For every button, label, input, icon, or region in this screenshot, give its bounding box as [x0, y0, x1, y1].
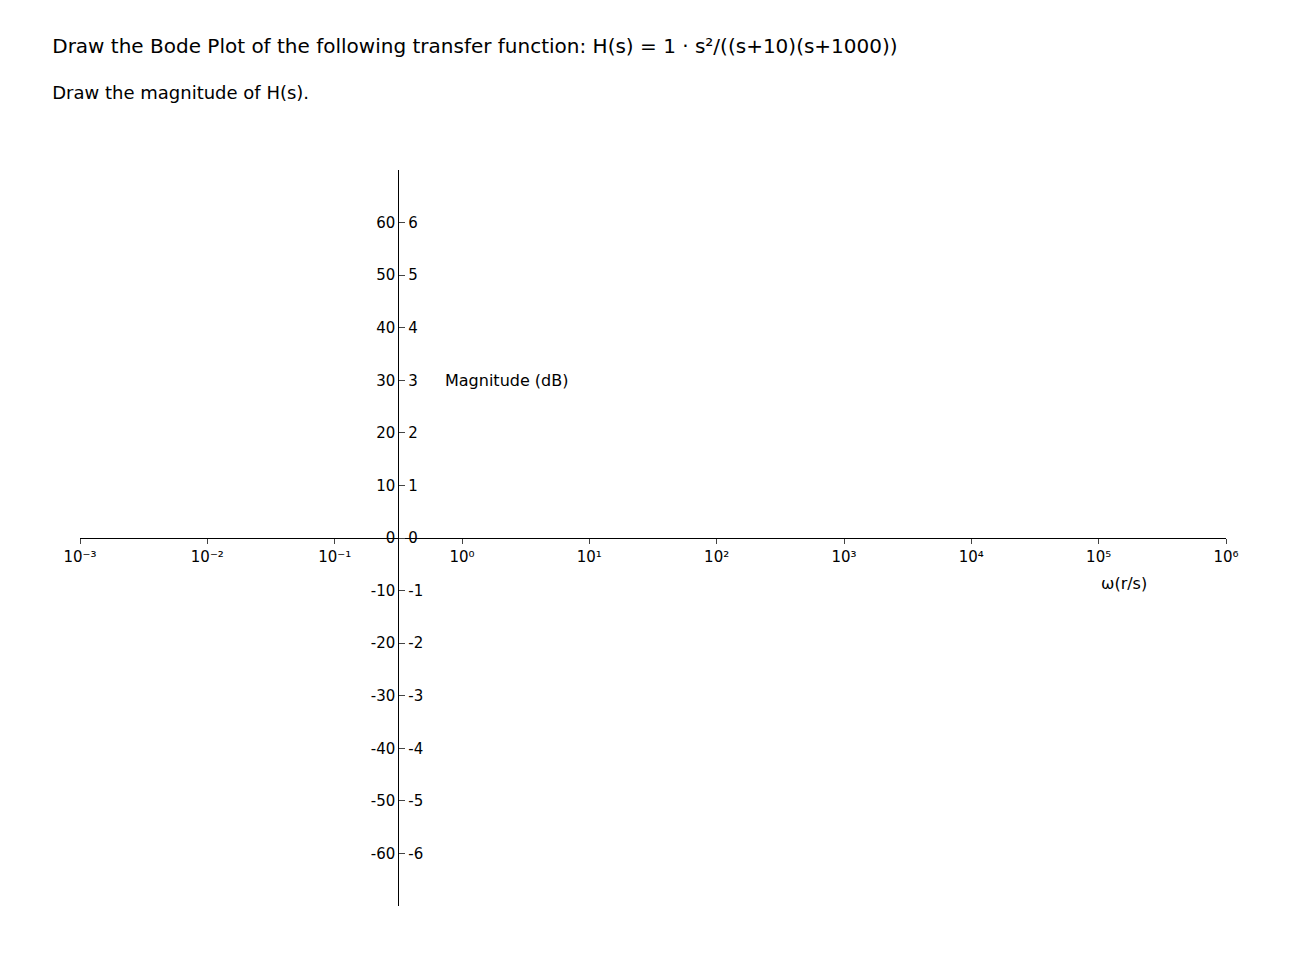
svg-text:-30: -30 [371, 687, 396, 705]
svg-text:4: 4 [408, 319, 418, 337]
svg-text:-40: -40 [371, 740, 396, 758]
svg-text:-10: -10 [371, 582, 396, 600]
svg-text:6: 6 [408, 214, 418, 232]
svg-text:30: 30 [376, 372, 395, 390]
svg-text:10⁻³: 10⁻³ [63, 548, 96, 566]
svg-text:10⁴: 10⁴ [959, 548, 984, 566]
svg-text:10¹: 10¹ [577, 548, 602, 566]
svg-text:10: 10 [376, 477, 395, 495]
svg-text:-6: -6 [408, 845, 423, 863]
svg-text:10⁵: 10⁵ [1086, 548, 1111, 566]
svg-text:-20: -20 [371, 634, 396, 652]
svg-text:10²: 10² [704, 548, 729, 566]
svg-text:Draw the magnitude of H(s).: Draw the magnitude of H(s). [52, 82, 309, 103]
svg-text:Magnitude (dB): Magnitude (dB) [445, 371, 568, 390]
svg-text:10⁻²: 10⁻² [191, 548, 224, 566]
svg-text:-4: -4 [408, 740, 423, 758]
svg-text:10⁰: 10⁰ [449, 548, 474, 566]
svg-text:0: 0 [408, 529, 418, 547]
svg-text:-60: -60 [371, 845, 396, 863]
svg-text:Draw the Bode Plot of the foll: Draw the Bode Plot of the following tran… [52, 34, 897, 58]
svg-text:5: 5 [408, 266, 418, 284]
svg-text:-2: -2 [408, 634, 423, 652]
svg-text:50: 50 [376, 266, 395, 284]
svg-text:10⁶: 10⁶ [1213, 548, 1238, 566]
svg-text:-5: -5 [408, 792, 423, 810]
svg-text:3: 3 [408, 372, 418, 390]
svg-text:2: 2 [408, 424, 418, 442]
svg-text:ω(r/s): ω(r/s) [1101, 574, 1147, 593]
svg-text:-1: -1 [408, 582, 423, 600]
svg-text:0: 0 [386, 529, 396, 547]
svg-text:-50: -50 [371, 792, 396, 810]
svg-text:1: 1 [408, 477, 418, 495]
svg-text:40: 40 [376, 319, 395, 337]
svg-text:20: 20 [376, 424, 395, 442]
svg-text:10³: 10³ [831, 548, 856, 566]
svg-text:60: 60 [376, 214, 395, 232]
svg-text:10⁻¹: 10⁻¹ [318, 548, 351, 566]
svg-text:-3: -3 [408, 687, 423, 705]
